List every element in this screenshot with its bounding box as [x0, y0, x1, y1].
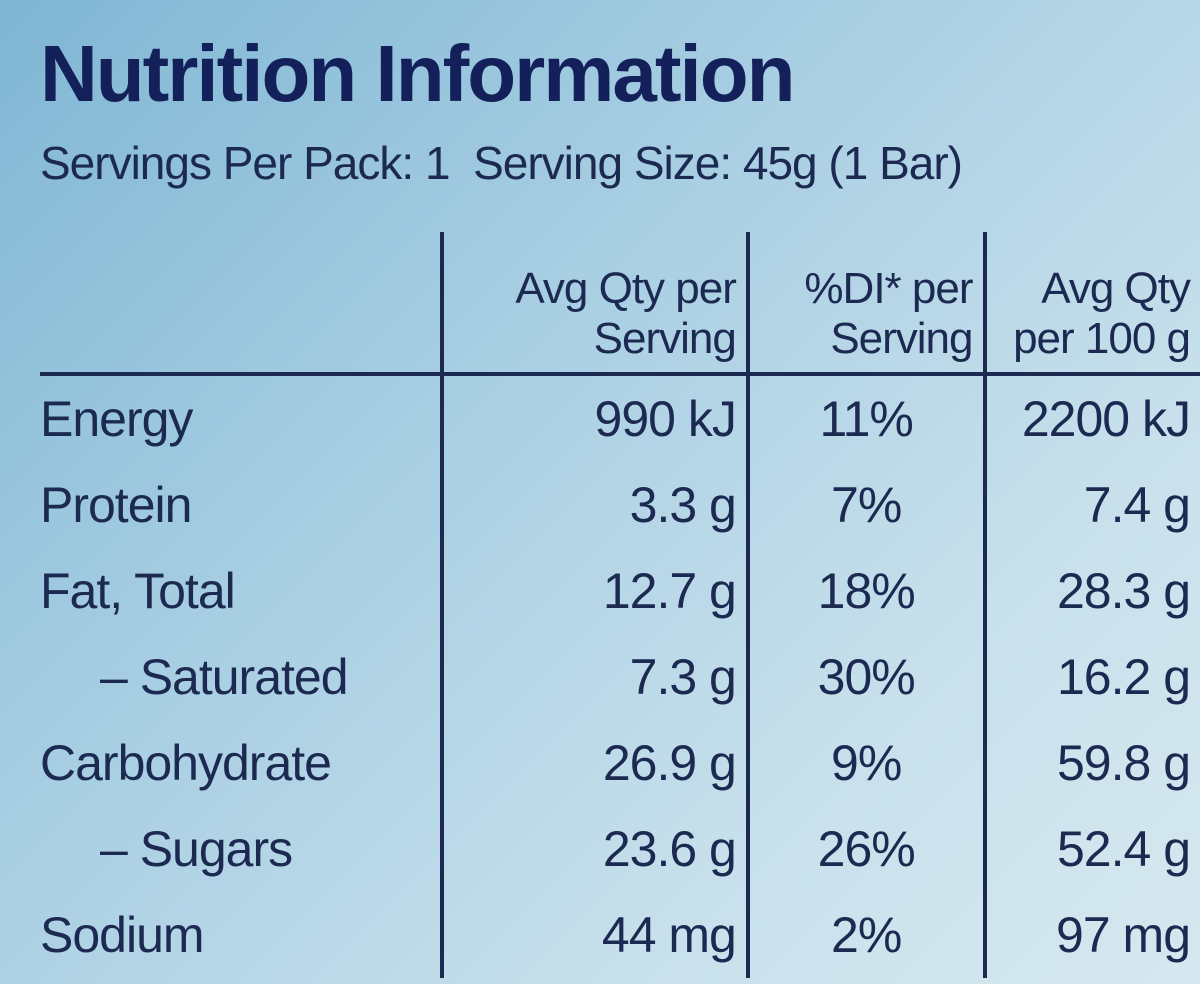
nutrient-value: 9% [745, 720, 985, 806]
nutrient-value: 28.3 g [982, 548, 1200, 634]
nutrient-value: 7.4 g [982, 462, 1200, 548]
nutrient-value: 12.7 g [440, 548, 748, 634]
table-row: Protein 3.3 g 7% 7.4 g [40, 462, 1200, 548]
table-body: Energy 990 kJ 11% 2200 kJ Protein 3.3 g 7% 7.4 … [40, 374, 1200, 978]
subtitle: Servings Per Pack: 1 Serving Size: 45g (… [40, 137, 963, 189]
header-cell: Avg Qty per Serving [440, 232, 748, 376]
nutrition-table: Avg Qty per Serving %DI* per Serving Avg Q… [40, 232, 1200, 978]
table-row: Carbohydrate 26.9 g 9% 59.8 g [40, 720, 1200, 806]
nutrient-value: 26% [745, 806, 985, 892]
nutrient-value: 44 mg [440, 892, 748, 978]
nutrient-value: 3.3 g [440, 462, 748, 548]
nutrient-value: 26.9 g [440, 720, 748, 806]
nutrient-name: Protein [40, 477, 192, 533]
nutrient-value: 59.8 g [982, 720, 1200, 806]
nutrient-value: 7% [745, 462, 985, 548]
nutrient-value: 7.3 g [440, 634, 748, 720]
table-row: Fat, Total 12.7 g 18% 28.3 g [40, 548, 1200, 634]
nutrient-value: 2% [745, 892, 985, 978]
table-row: – Saturated 7.3 g 30% 16.2 g [40, 634, 1200, 720]
nutrient-name: Carbohydrate [40, 735, 332, 791]
nutrient-name: – Saturated [100, 649, 349, 705]
nutrient-name: Sodium [40, 907, 205, 963]
header-row: Avg Qty per Serving %DI* per Serving Avg Q… [40, 232, 1200, 376]
nutrient-value: 16.2 g [982, 634, 1200, 720]
nutrient-name: Energy [40, 391, 193, 447]
nutrient-value: 30% [745, 634, 985, 720]
header-cell: Avg Qty per 100 g [982, 232, 1200, 376]
table-row: Sodium 44 mg 2% 97 mg [40, 892, 1200, 978]
nutrient-value: 990 kJ [440, 374, 748, 462]
nutrient-value: 2200 kJ [982, 374, 1200, 462]
title: Nutrition Information [40, 29, 795, 118]
nutrient-value: 97 mg [982, 892, 1200, 978]
nutrient-value: 52.4 g [982, 806, 1200, 892]
nutrient-value: 23.6 g [440, 806, 748, 892]
nutrient-name: – Sugars [100, 821, 293, 877]
header-cell [40, 232, 443, 376]
header-cell: %DI* per Serving [745, 232, 985, 376]
table-row: Energy 990 kJ 11% 2200 kJ [40, 374, 1200, 462]
nutrient-name: Fat, Total [40, 563, 236, 619]
nutrient-value: 18% [745, 548, 985, 634]
table-row: – Sugars 23.6 g 26% 52.4 g [40, 806, 1200, 892]
nutrient-value: 11% [745, 374, 985, 462]
